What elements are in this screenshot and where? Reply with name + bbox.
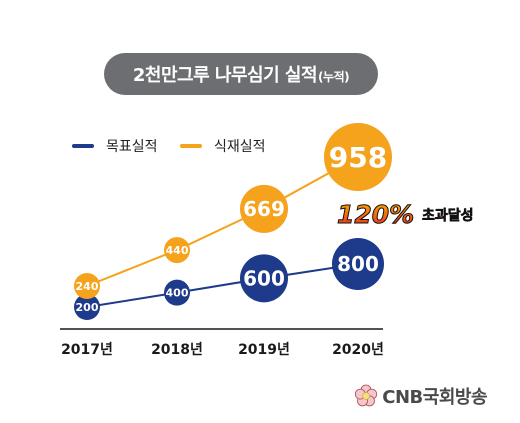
data-point: 958 [324, 123, 392, 191]
data-label: 400 [166, 287, 189, 300]
data-point: 240 [74, 273, 100, 299]
chart-title-sub: (누적) [318, 69, 350, 84]
data-marker [164, 237, 190, 264]
legend-actual: 식재실적 [180, 136, 266, 156]
data-point: 440 [164, 237, 190, 264]
series-line-0 [86, 263, 359, 308]
data-marker [74, 294, 100, 320]
data-marker [240, 184, 288, 233]
data-label: 669 [243, 197, 285, 221]
data-label: 200 [76, 301, 99, 314]
brand-name: CNB국회방송 [382, 387, 487, 408]
data-point: 669 [240, 184, 288, 233]
data-label: 800 [337, 252, 379, 276]
brand-logo: CNB국회방송 [354, 383, 487, 409]
annotation-text: 초과달성 [422, 208, 474, 224]
x-tick-label: 2020년 [332, 342, 384, 358]
legend-actual-swatch [180, 144, 202, 148]
data-marker [324, 123, 392, 191]
legend-target-label: 목표실적 [106, 139, 158, 155]
legend-target-swatch [72, 144, 94, 148]
legend-actual-label: 식재실적 [214, 139, 266, 155]
chart-title-main: 2천만그루 나무심기 실적 [132, 65, 318, 86]
legend-target: 목표실적 [72, 136, 158, 156]
x-tick-label: 2019년 [238, 342, 290, 358]
series-line-1 [86, 156, 359, 287]
x-tick-label: 2018년 [151, 342, 203, 358]
data-marker [164, 279, 190, 306]
data-point: 800 [332, 238, 384, 290]
data-marker [74, 273, 100, 299]
data-marker [332, 238, 384, 290]
data-point: 600 [240, 254, 288, 303]
chart-title: 2천만그루 나무심기 실적 (누적) [104, 53, 378, 95]
data-marker [240, 254, 288, 303]
x-tick-label: 2017년 [61, 342, 113, 358]
data-point: 400 [164, 279, 190, 306]
flower-logo-icon [355, 384, 378, 407]
data-label: 440 [166, 244, 189, 257]
data-label: 958 [329, 141, 387, 174]
data-label: 600 [243, 267, 285, 291]
data-label: 240 [76, 280, 99, 293]
annotation-percent: 120% [337, 200, 414, 229]
data-point: 200 [74, 294, 100, 320]
